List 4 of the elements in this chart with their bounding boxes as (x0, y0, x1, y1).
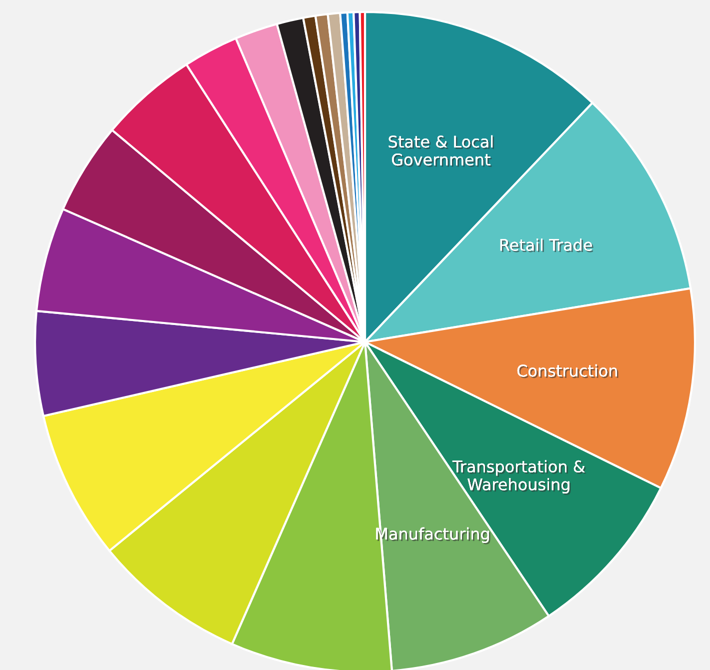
slice-label: State & Local Government (388, 135, 494, 167)
slice-label: Retail Trade (500, 238, 594, 252)
slice-label: Transportation & Warehousing (452, 460, 586, 495)
slice-label: Construction (517, 364, 618, 378)
